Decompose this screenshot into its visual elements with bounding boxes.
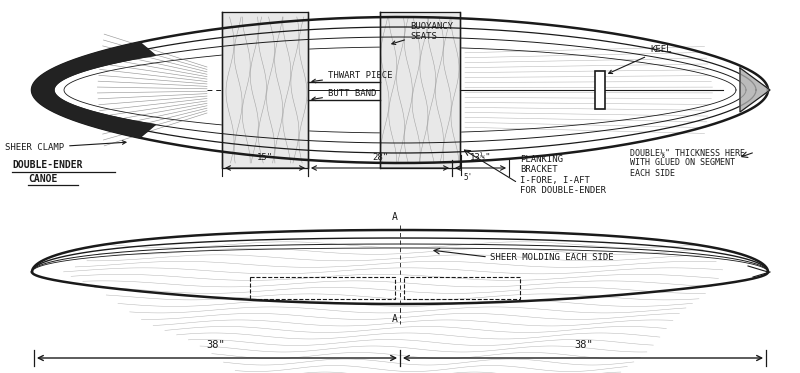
Text: PLANKING
BRACKET
I-FORE, I-AFT
FOR DOUBLE-ENDER: PLANKING BRACKET I-FORE, I-AFT FOR DOUBL…: [520, 155, 606, 195]
Text: 5': 5': [463, 173, 472, 182]
Bar: [250, 277, 395, 299]
Bar: [595, 71, 605, 109]
Text: SHEER MOLDING EACH SIDE: SHEER MOLDING EACH SIDE: [490, 254, 614, 263]
Text: BUTT BAND: BUTT BAND: [312, 88, 376, 101]
Polygon shape: [740, 68, 770, 112]
Polygon shape: [32, 42, 155, 138]
Text: KEEL: KEEL: [609, 46, 671, 73]
Text: 38": 38": [206, 340, 226, 350]
Text: CANOE: CANOE: [28, 174, 58, 184]
Bar: [404, 277, 520, 299]
Text: THWART PIECE: THWART PIECE: [312, 70, 393, 83]
Text: A: A: [392, 212, 398, 222]
Text: DOUBLE⅛" THICKNESS HERE
WITH GLUED ON SEGMENT
EACH SIDE: DOUBLE⅛" THICKNESS HERE WITH GLUED ON SE…: [630, 148, 745, 178]
Text: 28": 28": [372, 153, 388, 162]
Text: 38": 38": [574, 340, 594, 350]
Text: 15": 15": [257, 153, 273, 162]
Text: SHEER CLAMP: SHEER CLAMP: [5, 141, 126, 153]
Text: 13½": 13½": [470, 153, 491, 162]
Text: DOUBLE-ENDER: DOUBLE-ENDER: [12, 160, 82, 170]
Text: BUOYANCY
SEATS: BUOYANCY SEATS: [392, 22, 453, 44]
Polygon shape: [222, 12, 308, 168]
Text: A: A: [392, 314, 398, 324]
Polygon shape: [380, 12, 460, 168]
